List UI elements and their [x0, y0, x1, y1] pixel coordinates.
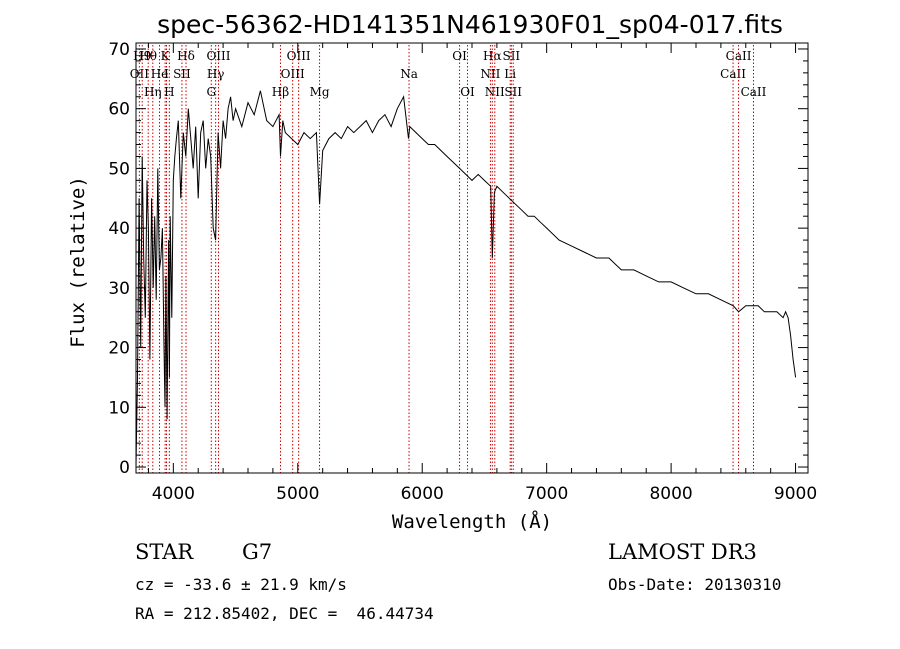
y-tick-label: 30: [108, 279, 130, 299]
line-marker-label: Hα: [483, 49, 502, 63]
object-subclass: G7: [242, 540, 273, 564]
plot-frame: [135, 42, 809, 474]
x-tick-label: 8000: [649, 484, 692, 504]
line-marker-label: OII: [130, 67, 150, 81]
y-tick-label: 0: [119, 458, 130, 478]
line-marker-label: I: [164, 67, 169, 81]
line-marker-label: SII: [502, 49, 520, 63]
x-tick-label: 6000: [401, 484, 444, 504]
x-tick-label: 5000: [276, 484, 319, 504]
line-marker-label: Hγ: [207, 67, 225, 81]
line-marker-label: Li: [504, 67, 516, 81]
line-marker-label: H: [164, 85, 174, 99]
object-type: STAR: [135, 540, 194, 564]
line-marker-label: OI: [452, 49, 467, 63]
line-marker-label: Hδ: [177, 49, 195, 63]
line-marker-label: NII: [485, 85, 505, 99]
line-marker-label: SII: [504, 85, 522, 99]
line-marker-label: SII: [173, 67, 191, 81]
line-marker-label: G: [206, 85, 216, 99]
line-marker-label: OI: [460, 85, 475, 99]
coordinates: RA = 212.85402, DEC = 46.44734: [135, 604, 434, 623]
y-tick-label: 60: [108, 100, 130, 120]
y-tick-label: 20: [108, 339, 130, 359]
line-marker-label: Mg: [310, 85, 330, 99]
x-tick-label: 9000: [774, 484, 817, 504]
line-marker-label: He: [151, 67, 169, 81]
y-tick-label: 10: [108, 398, 130, 418]
line-marker-label: Hθ: [139, 49, 157, 63]
line-marker-label: OIII: [287, 49, 311, 63]
line-marker-label: CaII: [720, 67, 746, 81]
line-marker-label: Hη: [144, 85, 162, 99]
x-tick-label: 7000: [525, 484, 568, 504]
x-tick-label: 4000: [152, 484, 195, 504]
y-tick-label: 70: [108, 40, 130, 60]
survey-name: LAMOST DR3: [608, 540, 757, 564]
line-marker-label: OIII: [206, 49, 230, 63]
line-marker-label: OIII: [281, 67, 305, 81]
flux-series-line: [135, 90, 797, 468]
line-marker-label: Hβ: [272, 85, 289, 99]
line-marker-label: CaII: [726, 49, 752, 63]
obs-date: Obs-Date: 20130310: [608, 575, 782, 594]
line-marker-label: CaII: [741, 85, 767, 99]
y-axis-label: Flux (relative): [67, 176, 89, 348]
chart-title: spec-56362-HD141351N461930F01_sp04-017.f…: [157, 10, 783, 39]
y-tick-label: 50: [108, 159, 130, 179]
line-marker-label: H9: [133, 49, 151, 63]
x-axis-label: Wavelength (Å): [392, 510, 552, 533]
y-tick-label: 40: [108, 219, 130, 239]
line-marker-label: NII: [480, 67, 500, 81]
line-marker-label: K: [161, 49, 171, 63]
line-marker-label: Na: [400, 67, 418, 81]
axis-ticks: 4000 5000 6000 7000 8000 9000 0 10 20 30 40 50 60 70: [108, 40, 817, 504]
redshift-cz: cz = -33.6 ± 21.9 km/s: [135, 575, 347, 594]
